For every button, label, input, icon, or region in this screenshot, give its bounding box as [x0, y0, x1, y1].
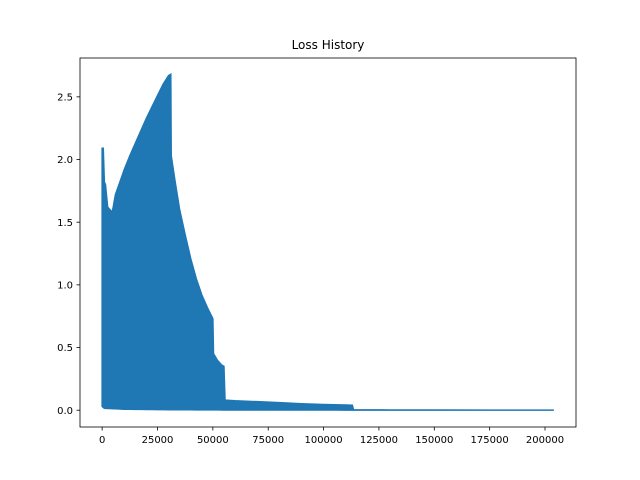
x-tick-label: 50000 [197, 435, 229, 446]
y-tick-label: 2.0 [57, 155, 73, 166]
x-tick-label: 175000 [471, 435, 509, 446]
y-tick-label: 0.5 [57, 343, 73, 354]
x-tick-label: 150000 [415, 435, 453, 446]
x-tick-label: 200000 [526, 435, 564, 446]
axes-layer [79, 57, 577, 428]
x-axis-ticks: 0 25000 50000 75000 100000 125000 150000 175000… [99, 427, 564, 446]
x-tick-label: 125000 [360, 435, 398, 446]
x-tick-label: 100000 [304, 435, 342, 446]
x-tick-label: 75000 [252, 435, 284, 446]
y-tick-label: 1.0 [57, 280, 73, 291]
y-axis-ticks: 0.0 0.5 1.0 1.5 2.0 2.5 [57, 92, 80, 417]
y-tick-label: 1.5 [57, 218, 73, 229]
plot-frame [79, 57, 577, 428]
x-tick-label: 0 [99, 435, 105, 446]
y-tick-label: 0.0 [57, 406, 73, 417]
y-tick-label: 2.5 [57, 92, 73, 103]
series-layer [101, 73, 554, 411]
loss-series-band [101, 73, 554, 411]
x-tick-label: 25000 [142, 435, 174, 446]
chart-title: Loss History [292, 38, 365, 52]
